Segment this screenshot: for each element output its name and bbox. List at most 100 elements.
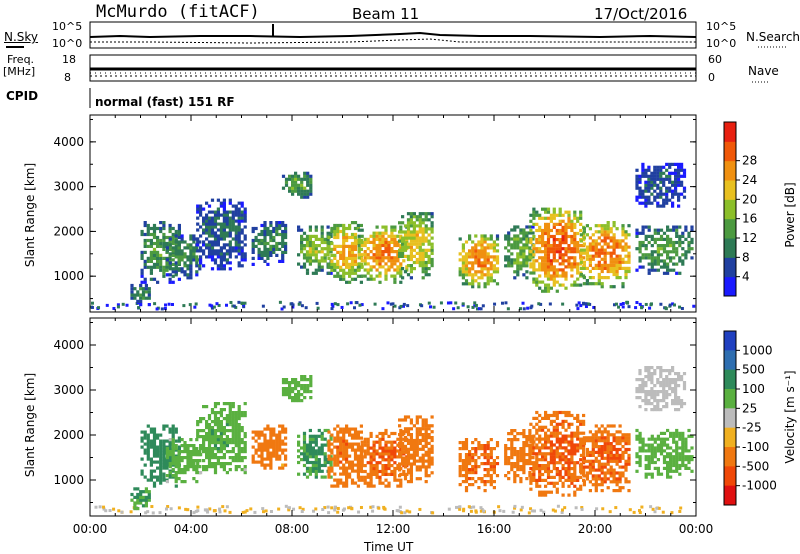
echo-cell (549, 213, 553, 217)
echo-cell (228, 231, 232, 235)
echo-cell (570, 228, 574, 233)
echo-cell (231, 219, 235, 223)
echo-cell (510, 453, 514, 457)
echo-cell (329, 231, 333, 235)
echo-cell (471, 282, 475, 286)
echo-cell (635, 180, 639, 184)
echo-cell (690, 228, 694, 232)
echo-cell (207, 465, 212, 469)
echo-cell (339, 478, 343, 482)
echo-cell (461, 468, 465, 472)
echo-cell (504, 474, 508, 478)
echo-cell (222, 246, 226, 250)
echo-cell (532, 210, 536, 214)
echo-cell (615, 266, 619, 270)
echo-cell (140, 457, 144, 461)
echo-cell (486, 276, 490, 280)
y-tick-label: 4000 (53, 135, 84, 149)
echo-cell (597, 282, 601, 286)
echo-cell (393, 452, 397, 456)
echo-cell (369, 469, 373, 474)
echo-cell (237, 201, 241, 205)
echo-region (458, 234, 500, 289)
echo-cell (582, 474, 586, 478)
echo-cell (219, 429, 223, 433)
echo-cell (366, 475, 370, 479)
echo-cell (564, 253, 568, 257)
echo-cell (558, 455, 562, 459)
echo-cell (314, 458, 318, 462)
echo-cell (549, 274, 553, 278)
echo-cell (348, 226, 352, 231)
echo-cell (152, 460, 157, 464)
echo-cell (240, 429, 244, 433)
echo-cell (650, 177, 654, 181)
echo-cell (582, 238, 586, 242)
echo-cell (308, 256, 312, 260)
echo-cell (393, 466, 397, 471)
echo-cell (174, 465, 178, 469)
echo-cell (314, 271, 318, 275)
echo-cell (552, 216, 556, 220)
echo-cell (152, 454, 157, 458)
echo-cell (573, 265, 577, 269)
echo-cell (393, 478, 397, 482)
echo-cell (461, 474, 465, 478)
echo-cell (591, 462, 595, 466)
echo-cell (196, 420, 200, 424)
echo-cell (650, 437, 654, 441)
echo-cell (409, 233, 413, 237)
echo-cell (147, 490, 151, 494)
ground-scatter-cell (121, 302, 125, 306)
echo-cell (535, 238, 539, 242)
echo-cell (641, 225, 645, 229)
echo-cell (399, 478, 403, 482)
echo-cell (303, 189, 307, 193)
echo-cell (363, 268, 367, 272)
echo-cell (647, 256, 651, 260)
echo-cell (387, 464, 391, 468)
echo-cell (412, 424, 416, 428)
echo-cell (678, 244, 682, 248)
echo-cell (199, 225, 203, 229)
echo-cell (519, 228, 523, 232)
echo-cell (415, 245, 419, 249)
echo-cell (561, 458, 565, 462)
echo-cell (627, 453, 631, 457)
echo-cell (555, 231, 559, 236)
echo-cell (399, 428, 403, 433)
echo-cell (525, 261, 529, 265)
ground-scatter-cell (170, 302, 174, 306)
echo-cell (544, 455, 548, 459)
echo-cell (609, 474, 613, 478)
echo-cell (396, 265, 400, 269)
echo-cell (567, 259, 571, 263)
echo-cell (228, 246, 232, 250)
echo-cell (300, 384, 304, 388)
echo-cell (627, 442, 631, 446)
echo-cell (353, 442, 358, 446)
echo-cell (535, 452, 539, 456)
echo-cell (525, 441, 529, 445)
echo-cell (234, 468, 238, 472)
echo-cell (510, 438, 514, 442)
echo-cell (275, 247, 279, 251)
echo-cell (333, 472, 337, 476)
echo-cell (336, 250, 340, 254)
echo-cell (600, 282, 604, 286)
echo-cell (342, 229, 346, 234)
echo-cell (141, 504, 146, 508)
echo-cell (546, 490, 551, 494)
ground-scatter-cell (336, 303, 340, 307)
echo-cell (635, 428, 639, 433)
echo-cell (159, 226, 163, 231)
echo-cell (180, 252, 184, 256)
echo-cell (576, 487, 580, 491)
echo-cell (641, 437, 645, 441)
echo-cell (541, 241, 545, 245)
echo-cell (345, 424, 349, 428)
echo-cell (133, 296, 137, 300)
echo-cell (345, 439, 349, 443)
echo-cell (210, 267, 215, 271)
echo-cell (136, 293, 140, 297)
